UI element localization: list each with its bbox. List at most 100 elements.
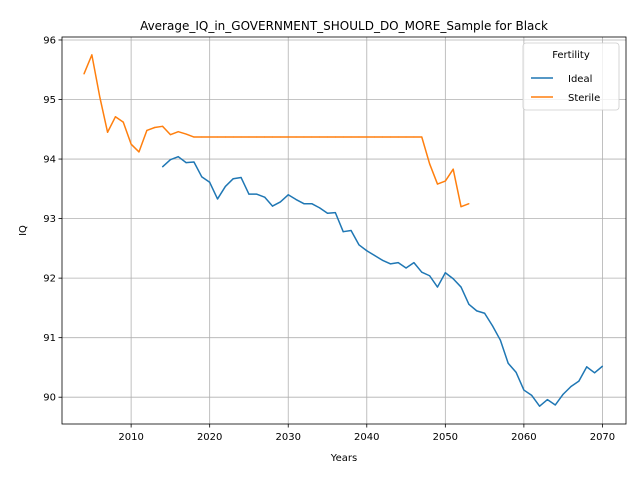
y-tick-label: 91: [43, 333, 56, 344]
legend: Fertility Ideal Sterile: [522, 42, 620, 111]
legend-title: Fertility: [552, 50, 590, 61]
data-point-sterile: [271, 136, 274, 138]
data-point-sterile: [209, 136, 211, 138]
data-point-ideal: [319, 207, 321, 209]
data-point-sterile: [334, 136, 336, 138]
data-point-sterile: [130, 143, 132, 145]
x-tick-label: 2020: [197, 432, 222, 443]
data-point-sterile: [342, 136, 344, 138]
data-point-ideal: [452, 278, 454, 280]
y-tick-label: 90: [43, 393, 56, 404]
data-point-sterile: [122, 121, 124, 123]
y-tick-label: 94: [43, 155, 56, 166]
data-point-ideal: [358, 244, 360, 246]
data-point-ideal: [523, 389, 525, 391]
x-tick-label: 2030: [276, 432, 301, 443]
data-point-sterile: [287, 136, 289, 138]
data-point-sterile: [303, 136, 305, 138]
plot-lines: [83, 54, 604, 407]
data-point-ideal: [161, 166, 164, 168]
data-point-ideal: [586, 366, 588, 368]
data-point-sterile: [169, 134, 171, 136]
data-point-ideal: [389, 263, 391, 265]
data-point-ideal: [468, 303, 470, 305]
data-point-sterile: [146, 129, 148, 132]
data-point-ideal: [436, 286, 439, 288]
data-point-ideal: [413, 262, 415, 264]
data-point-ideal: [311, 203, 313, 205]
data-point-sterile: [154, 126, 156, 129]
data-point-sterile: [452, 168, 454, 170]
data-point-ideal: [484, 312, 486, 314]
data-point-sterile: [256, 136, 258, 138]
legend-box: [522, 42, 620, 111]
x-axis-label: Years: [330, 453, 357, 464]
data-point-ideal: [397, 262, 399, 264]
data-point-sterile: [99, 95, 101, 98]
data-point-ideal: [185, 162, 187, 164]
data-point-ideal: [201, 176, 203, 178]
data-point-ideal: [476, 310, 478, 312]
data-point-ideal: [342, 231, 344, 233]
data-point-ideal: [224, 185, 226, 188]
x-tick-label: 2040: [354, 432, 379, 443]
data-point-ideal: [374, 254, 376, 257]
data-point-ideal: [507, 362, 509, 364]
data-point-ideal: [593, 372, 596, 374]
data-point-ideal: [546, 398, 549, 401]
data-point-ideal: [538, 405, 541, 407]
data-point-ideal: [350, 229, 352, 232]
data-point-ideal: [554, 404, 556, 406]
data-point-sterile: [106, 131, 109, 133]
y-tick-label: 93: [43, 214, 56, 225]
data-point-ideal: [279, 201, 281, 203]
data-point-sterile: [177, 131, 179, 133]
data-point-sterile: [91, 54, 93, 56]
data-point-ideal: [295, 198, 297, 201]
data-point-sterile: [193, 136, 195, 138]
data-point-sterile: [366, 136, 368, 138]
data-point-sterile: [405, 136, 407, 138]
y-tick-label: 95: [43, 95, 56, 106]
data-point-ideal: [381, 259, 384, 261]
data-point-ideal: [405, 267, 407, 269]
y-axis-label: IQ: [18, 225, 29, 236]
data-point-sterile: [201, 136, 203, 138]
chart-title: Average_IQ_in_GOVERNMENT_SHOULD_DO_MORE_…: [140, 19, 548, 33]
data-point-sterile: [83, 73, 85, 75]
data-point-ideal: [256, 193, 258, 195]
data-point-ideal: [366, 250, 368, 252]
data-point-sterile: [374, 136, 376, 138]
data-point-ideal: [531, 394, 533, 397]
data-point-ideal: [216, 198, 219, 200]
data-point-sterile: [216, 136, 219, 138]
data-point-sterile: [240, 136, 242, 138]
data-point-sterile: [468, 203, 470, 205]
plot-area-frame: [61, 36, 627, 425]
data-point-sterile: [319, 136, 321, 138]
data-point-sterile: [185, 133, 187, 135]
data-point-ideal: [429, 275, 431, 277]
data-point-sterile: [264, 136, 266, 138]
x-tick-label: 2010: [118, 432, 143, 443]
data-point-ideal: [515, 371, 517, 373]
data-point-sterile: [350, 136, 352, 138]
data-point-ideal: [209, 181, 211, 183]
data-point-ideal: [303, 203, 305, 205]
legend-label-sterile: Sterile: [568, 93, 600, 104]
y-tick-label: 96: [43, 35, 56, 46]
data-point-sterile: [279, 136, 281, 138]
data-point-ideal: [264, 196, 266, 198]
data-point-ideal: [601, 365, 604, 367]
data-point-sterile: [358, 136, 360, 138]
data-point-sterile: [232, 136, 234, 138]
data-point-sterile: [138, 151, 140, 153]
data-point-sterile: [161, 125, 164, 127]
data-point-ideal: [248, 193, 250, 195]
x-tick-label: 2070: [590, 432, 615, 443]
data-point-ideal: [271, 205, 274, 207]
data-point-sterile: [248, 136, 250, 138]
data-point-sterile: [421, 136, 423, 138]
data-point-sterile: [381, 136, 384, 138]
